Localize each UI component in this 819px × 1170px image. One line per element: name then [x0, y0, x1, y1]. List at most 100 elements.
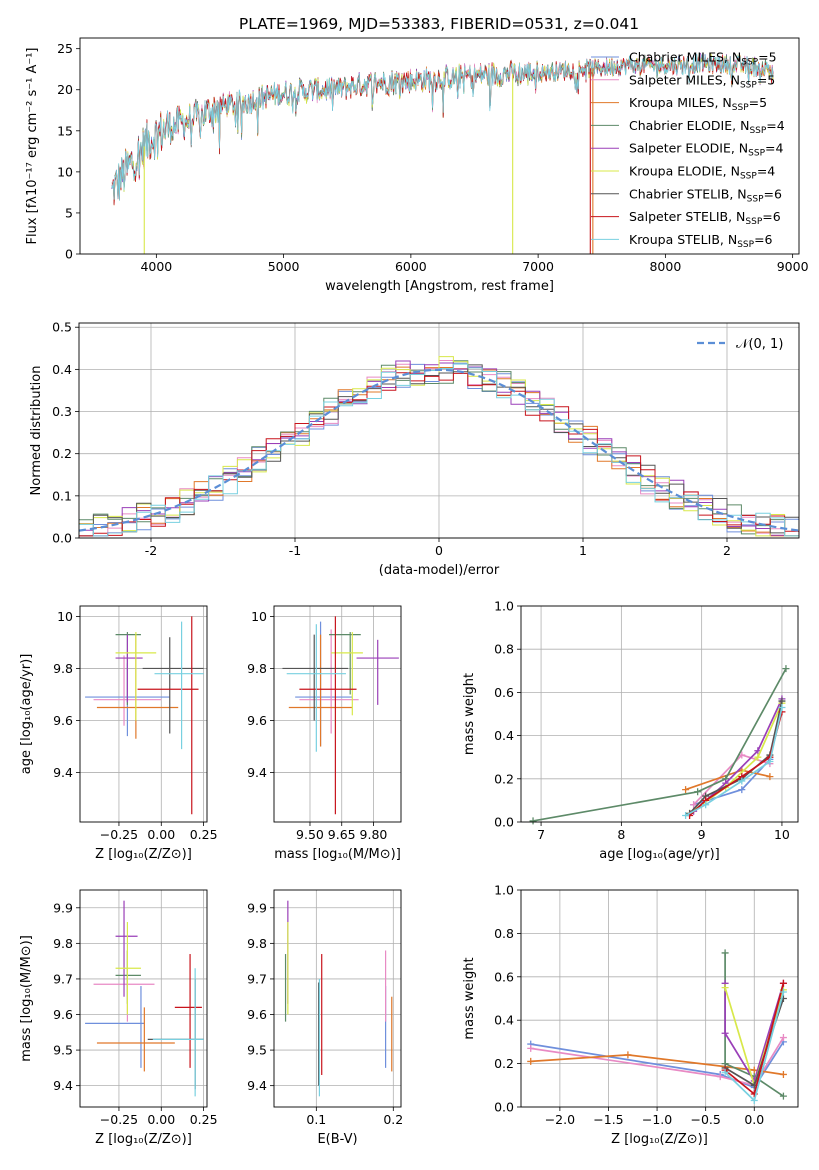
x-tick-label: −0.25	[100, 827, 138, 842]
y-tick-label: 10	[57, 609, 73, 624]
y-tick-label: 0.3	[52, 404, 72, 419]
y-tick-label: 20	[57, 82, 73, 97]
y-tick-label: 10	[251, 609, 267, 624]
x-tick-label: -2	[145, 543, 157, 558]
grid	[521, 605, 798, 823]
x-tick-label: 2	[723, 543, 731, 558]
legend-entry-value: =6	[764, 186, 782, 201]
x-tick-label: 0.00	[147, 827, 175, 842]
axes-border	[273, 889, 402, 1108]
legend-entry-sub: SSP	[741, 58, 758, 68]
legend-entry-value: =4	[765, 141, 783, 156]
y-axis-label: Flux [fλ10⁻¹⁷ erg cm⁻² s⁻¹ A⁻¹]	[25, 48, 40, 245]
y-tick-label: 9.7	[53, 971, 73, 986]
mass-vs-ebv-panel: 0.1 0.2 9.4 9.5 9.6 9.7 9.8 9.9 E(B-V)	[247, 889, 403, 1147]
y-tick-label: 9.6	[247, 1007, 267, 1022]
legend-entry: Chabrier ELODIE, NSSP=4	[629, 118, 785, 136]
legend-entry-name: Kroupa STELIB, N	[629, 232, 737, 247]
y-axis-label: mass weight	[462, 957, 477, 1039]
y-axis-label: mass [log₁₀(M/M⊙)]	[19, 935, 34, 1062]
y-tick-label: 0.8	[494, 642, 514, 657]
legend-entry-name: Kroupa MILES, N	[629, 95, 732, 110]
y-tick-label: 9.9	[247, 900, 267, 915]
weight-marker	[682, 786, 690, 794]
grid	[80, 890, 207, 1107]
y-tick-label: 0.2	[494, 1056, 514, 1071]
x-tick-label: 8000	[649, 259, 681, 274]
legend-entry-sub: SSP	[737, 240, 754, 250]
weight-vs-age-panel: 7 8 9 10 0.0 0.2 0.4 0.6 0.8 1.0 age [log₁₀(age/yr…	[462, 599, 799, 862]
weight-marker	[750, 1096, 758, 1104]
x-tick-label: 0.0	[744, 1112, 764, 1127]
x-tick-label: 0	[435, 543, 443, 558]
y-tick-label: 1.0	[494, 599, 514, 614]
y-tick-label: 9.6	[53, 1007, 73, 1022]
y-tick-label: 9.4	[53, 765, 73, 780]
legend-entry-sub: SSP	[747, 194, 764, 204]
x-tick-label: 1	[579, 543, 587, 558]
legend: 𝒩(0, 1)	[697, 337, 783, 352]
y-tick-label: 1.0	[494, 883, 514, 898]
plot-area	[527, 949, 787, 1104]
weight-marker	[721, 1068, 729, 1076]
legend-entry-sub: SSP	[749, 126, 766, 136]
legend-entry-sub: SSP	[740, 80, 757, 90]
spectrum-line	[111, 54, 774, 201]
legend-entry-value: =5	[758, 50, 776, 65]
plot-area	[282, 616, 399, 815]
legend-entry-sub: SSP	[748, 149, 765, 159]
weight-marker	[779, 1070, 787, 1078]
axes-frame: 9.50 9.65 9.80 9.4 9.6 9.8 10 mass [log₁₀(M/M⊙)…	[247, 605, 402, 862]
x-tick-label: −1.0	[642, 1112, 672, 1127]
weight-marker	[779, 1034, 787, 1042]
weight-marker	[721, 1029, 729, 1037]
axes-frame: 0.1 0.2 9.4 9.5 9.6 9.7 9.8 9.9 E(B-V)	[247, 889, 403, 1147]
plot-area	[85, 900, 204, 1097]
y-tick-label: 9.4	[247, 1078, 267, 1093]
x-tick-label: 10	[774, 827, 790, 842]
y-tick-label: 0.1	[52, 488, 72, 503]
x-tick-label: 9.65	[328, 827, 356, 842]
weight-marker	[779, 1092, 787, 1100]
y-tick-label: 9.8	[247, 661, 267, 676]
y-tick-label: 0.0	[494, 1100, 514, 1115]
x-axis-label: age [log₁₀(age/yr)]	[599, 847, 720, 862]
y-tick-label: 0.2	[494, 771, 514, 786]
x-tick-label: 8	[617, 827, 625, 842]
axes-border	[520, 889, 799, 1108]
y-tick-label: 5	[65, 205, 73, 220]
legend-entry: Chabrier STELIB, NSSP=6	[629, 186, 782, 204]
axes-border	[520, 605, 799, 823]
legend-entry-name: Chabrier STELIB, N	[629, 186, 747, 201]
plot-area	[111, 52, 774, 254]
y-tick-label: 0.0	[52, 531, 72, 546]
axes-frame: −0.25 0.00 0.25 9.4 9.6 9.8 10 Z [log₁₀(Z/Z⊙)] a…	[19, 605, 218, 862]
weight-marker	[721, 949, 729, 957]
x-axis-label: wavelength [Angstrom, rest frame]	[325, 279, 554, 294]
y-tick-label: 9.8	[53, 661, 73, 676]
legend-entry-sub: SSP	[732, 103, 749, 113]
axes-frame: 4000 5000 6000 7000 8000 9000 0 5 10 15 20 25 wavele…	[25, 37, 809, 294]
y-tick-label: 15	[57, 123, 73, 138]
axes-border	[79, 605, 208, 823]
legend-entry-name: Kroupa ELODIE, N	[629, 164, 740, 179]
weight-marker	[738, 777, 746, 785]
legend-entry-value: =5	[749, 95, 767, 110]
y-tick-label: 9.4	[53, 1078, 73, 1093]
x-axis-label: (data-model)/error	[379, 563, 500, 578]
legend-entry: Salpeter MILES, NSSP=5	[629, 72, 775, 90]
weight-vs-metallicity-panel: −2.0 −1.5 −1.0 −0.5 0.0 0.0 0.2 0.4 0.6 0.8 1.0 Z […	[462, 883, 799, 1147]
plot-area	[79, 356, 799, 538]
grid	[80, 606, 207, 822]
y-tick-label: 9.8	[53, 936, 73, 951]
x-axis-label: Z [log₁₀(Z/Z⊙)]	[95, 1132, 192, 1147]
y-tick-label: 9.7	[247, 971, 267, 986]
legend-entry-value: =4	[757, 164, 775, 179]
y-tick-label: 9.6	[247, 713, 267, 728]
x-axis-label: E(B-V)	[317, 1132, 357, 1147]
weight-marker	[779, 979, 787, 987]
x-tick-label: -1	[289, 543, 301, 558]
legend-entry-name: Salpeter ELODIE, N	[629, 141, 748, 156]
weight-marker	[702, 801, 710, 809]
